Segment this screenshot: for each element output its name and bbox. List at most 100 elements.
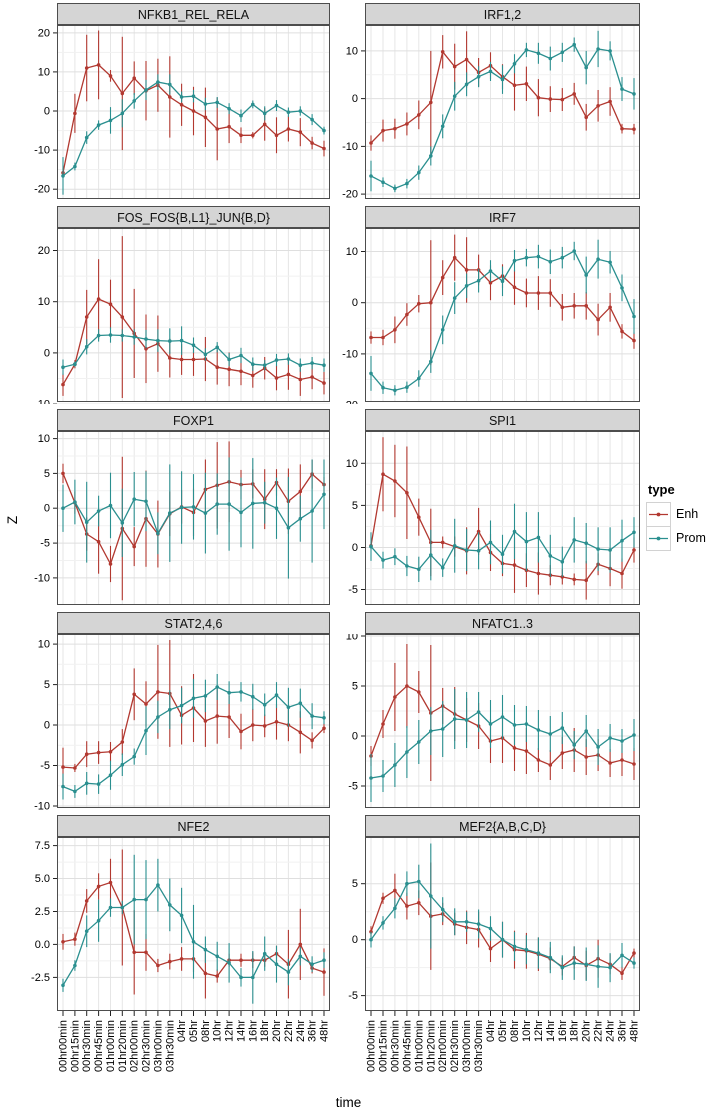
svg-text:01hr20min: 01hr20min: [117, 1020, 129, 1072]
svg-text:01hr00min: 01hr00min: [413, 1020, 425, 1072]
svg-text:16hr: 16hr: [557, 1020, 569, 1042]
panel-plot-irf7: 10 0 -10 -20: [342, 228, 640, 404]
svg-text:10hr: 10hr: [521, 1020, 533, 1042]
svg-text:0: 0: [352, 934, 358, 946]
panel-title-foxp1: FOXP1: [57, 409, 330, 431]
legend: type Enh Prom: [646, 482, 715, 551]
svg-text:18hr: 18hr: [569, 1020, 581, 1042]
svg-text:0: 0: [352, 542, 358, 554]
svg-text:10: 10: [346, 458, 358, 470]
svg-text:0: 0: [352, 297, 358, 309]
svg-text:48hr: 48hr: [319, 1020, 331, 1042]
svg-text:20hr: 20hr: [271, 1020, 283, 1042]
svg-text:-10: -10: [34, 572, 50, 584]
svg-text:10: 10: [346, 246, 358, 258]
panel-title-irf1-2: IRF1,2: [365, 3, 640, 25]
panel-plot-nfe2: 7.5 5.0 2.5 0.0 -2.5 00hr00min 00hr15min 00hr30…: [31, 837, 331, 1072]
panel-title-nfe2: NFE2: [57, 815, 330, 837]
svg-text:-20: -20: [342, 400, 358, 404]
panel-plot-fos-jun: 20 10 0 -10: [34, 228, 330, 404]
svg-text:0: 0: [352, 93, 358, 105]
panel-plot-stat2-4-6: 10 5 0 -5 -10: [34, 634, 330, 811]
svg-text:5: 5: [352, 500, 358, 512]
svg-text:03hr00min: 03hr00min: [152, 1020, 164, 1072]
svg-text:00hr30min: 00hr30min: [389, 1020, 401, 1072]
svg-text:20hr: 20hr: [581, 1020, 593, 1042]
svg-text:-5: -5: [348, 584, 358, 596]
svg-text:-10: -10: [34, 399, 50, 404]
panel-plot-spi1: 10 5 0 -5: [346, 431, 640, 605]
svg-text:7.5: 7.5: [35, 840, 50, 852]
svg-text:22hr: 22hr: [593, 1020, 605, 1042]
svg-text:02hr30min: 02hr30min: [449, 1020, 461, 1072]
panel-plot-nfkb1-rel-rela: 20 10 0 -10 -20: [34, 25, 330, 199]
legend-entry-prom: Prom: [646, 525, 715, 551]
legend-key-prom-icon: [646, 525, 671, 551]
svg-text:02hr00min: 02hr00min: [129, 1020, 141, 1072]
svg-text:2.5: 2.5: [35, 906, 50, 918]
panel-title-spi1: SPI1: [365, 409, 640, 431]
panel-title-irf7: IRF7: [365, 206, 640, 228]
svg-text:10: 10: [38, 639, 50, 651]
svg-text:-5: -5: [348, 781, 358, 793]
svg-text:20: 20: [38, 245, 50, 257]
svg-text:12hr: 12hr: [224, 1020, 236, 1042]
panel-plot-foxp1: 10 5 0 -5 -10: [34, 431, 330, 605]
svg-text:20: 20: [38, 27, 50, 39]
svg-text:14hr: 14hr: [236, 1020, 248, 1042]
panel-plot-irf1-2: 10 0 -10 -20: [342, 25, 640, 201]
svg-text:-10: -10: [34, 145, 50, 157]
svg-text:03hr30min: 03hr30min: [164, 1020, 176, 1072]
svg-text:-5: -5: [40, 538, 50, 550]
svg-text:5: 5: [352, 878, 358, 890]
legend-key-enh-icon: [646, 501, 671, 527]
svg-text:00hr45min: 00hr45min: [93, 1020, 105, 1072]
svg-text:48hr: 48hr: [629, 1020, 641, 1042]
svg-text:05hr: 05hr: [188, 1020, 200, 1042]
svg-text:10: 10: [38, 433, 50, 445]
svg-text:0: 0: [44, 347, 50, 359]
svg-text:14hr: 14hr: [545, 1020, 557, 1042]
svg-text:04hr: 04hr: [485, 1020, 497, 1042]
svg-text:05hr: 05hr: [497, 1020, 509, 1042]
svg-text:10: 10: [38, 66, 50, 78]
panel-title-stat2-4-6: STAT2,4,6: [57, 612, 330, 634]
svg-text:5: 5: [352, 681, 358, 693]
svg-text:-20: -20: [34, 184, 50, 196]
svg-text:04hr: 04hr: [176, 1020, 188, 1042]
svg-text:02hr00min: 02hr00min: [437, 1020, 449, 1072]
svg-text:-5: -5: [348, 990, 358, 1002]
svg-text:-20: -20: [342, 189, 358, 201]
svg-text:24hr: 24hr: [295, 1020, 307, 1042]
svg-text:02hr30min: 02hr30min: [141, 1020, 153, 1072]
svg-text:-10: -10: [34, 801, 50, 811]
svg-text:0: 0: [44, 503, 50, 515]
panel-title-fos-jun: FOS_FOS{B,L1}_JUN{B,D}: [57, 206, 330, 228]
svg-text:01hr20min: 01hr20min: [425, 1020, 437, 1072]
svg-text:5: 5: [44, 468, 50, 480]
svg-text:10: 10: [38, 296, 50, 308]
panel-title-nfatc1-3: NFATC1..3: [365, 612, 640, 634]
svg-text:00hr15min: 00hr15min: [69, 1020, 81, 1072]
panel-plot-nfatc1-3: 10 5 0 -5: [346, 634, 640, 808]
svg-text:18hr: 18hr: [259, 1020, 271, 1042]
svg-text:0: 0: [44, 106, 50, 118]
svg-text:-5: -5: [40, 760, 50, 772]
svg-text:36hr: 36hr: [307, 1020, 319, 1042]
svg-text:0: 0: [352, 731, 358, 743]
svg-text:-10: -10: [342, 141, 358, 153]
panel-title-mef2: MEF2{A,B,C,D}: [365, 815, 640, 837]
svg-text:10hr: 10hr: [212, 1020, 224, 1042]
legend-label-enh: Enh: [676, 507, 699, 521]
svg-text:00hr00min: 00hr00min: [366, 1020, 378, 1072]
svg-text:03hr00min: 03hr00min: [461, 1020, 473, 1072]
svg-text:00hr45min: 00hr45min: [401, 1020, 413, 1072]
svg-text:00hr15min: 00hr15min: [378, 1020, 390, 1072]
svg-text:-2.5: -2.5: [31, 972, 50, 984]
svg-text:12hr: 12hr: [533, 1020, 545, 1042]
svg-text:22hr: 22hr: [283, 1020, 295, 1042]
svg-text:08hr: 08hr: [200, 1020, 212, 1042]
svg-text:01hr00min: 01hr00min: [105, 1020, 117, 1072]
svg-text:00hr00min: 00hr00min: [58, 1020, 70, 1072]
